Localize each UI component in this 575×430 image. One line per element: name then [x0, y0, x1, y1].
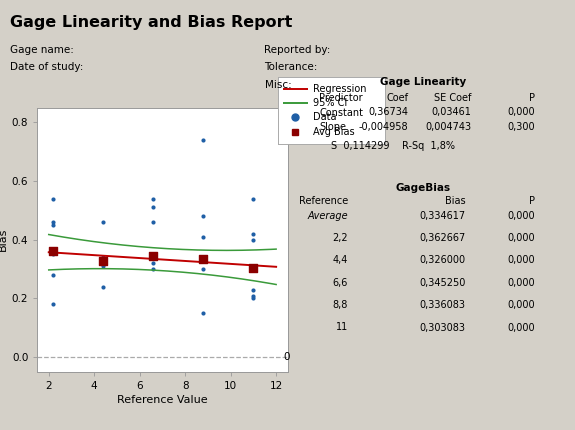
Point	[99, 257, 108, 264]
Point	[49, 221, 58, 228]
Point	[149, 204, 158, 211]
Text: 0,36734: 0,36734	[368, 108, 408, 117]
Text: 11: 11	[336, 322, 348, 332]
Text: Predictor: Predictor	[319, 93, 363, 103]
Text: 0,000: 0,000	[507, 211, 535, 221]
Point	[99, 283, 108, 290]
Point	[249, 286, 258, 293]
Text: Gage Linearity: Gage Linearity	[380, 77, 466, 87]
Text: Misc:: Misc:	[264, 80, 292, 89]
Point	[99, 258, 108, 265]
Text: Bias: Bias	[445, 196, 466, 206]
Text: Gage name:: Gage name:	[10, 45, 74, 55]
Text: Coef: Coef	[386, 93, 408, 103]
Text: 0,334617: 0,334617	[420, 211, 466, 221]
Text: Slope: Slope	[319, 122, 346, 132]
Point	[49, 251, 58, 258]
Text: 0,336083: 0,336083	[420, 300, 466, 310]
Point	[199, 310, 208, 316]
Text: P: P	[529, 196, 535, 206]
Point	[249, 292, 258, 299]
Text: 0,000: 0,000	[507, 233, 535, 243]
Text: 0,345250: 0,345250	[419, 278, 466, 288]
Point	[149, 260, 158, 267]
Point	[99, 260, 108, 267]
Point	[149, 218, 158, 225]
Text: Data: Data	[313, 112, 337, 123]
Point	[199, 233, 208, 240]
Text: 6,6: 6,6	[332, 278, 348, 288]
Text: -0,004958: -0,004958	[359, 122, 408, 132]
Text: SE Coef: SE Coef	[434, 93, 472, 103]
Point	[249, 237, 258, 243]
Point	[99, 254, 108, 261]
Text: 0,000: 0,000	[507, 322, 535, 332]
Text: 0,326000: 0,326000	[420, 255, 466, 265]
X-axis label: Reference Value: Reference Value	[117, 395, 208, 405]
Text: 0,303083: 0,303083	[420, 322, 466, 332]
Point	[49, 218, 58, 225]
Point	[199, 255, 208, 262]
Point	[249, 230, 258, 237]
Text: 0,000: 0,000	[507, 278, 535, 288]
Text: 0,03461: 0,03461	[432, 108, 471, 117]
Text: Reported by:: Reported by:	[264, 45, 331, 55]
Point	[149, 195, 158, 202]
Text: Avg Bias: Avg Bias	[313, 127, 355, 137]
Text: GageBias: GageBias	[395, 183, 450, 193]
Point	[49, 195, 58, 202]
Text: 0,300: 0,300	[507, 122, 535, 132]
Text: 0: 0	[283, 352, 290, 362]
Text: 4,4: 4,4	[332, 255, 348, 265]
Point	[149, 251, 158, 258]
Text: Reference: Reference	[298, 196, 348, 206]
Text: 2,2: 2,2	[332, 233, 348, 243]
Point	[199, 266, 208, 273]
Point	[249, 295, 258, 302]
Text: Average: Average	[307, 211, 348, 221]
Text: Gage Linearity and Bias Report: Gage Linearity and Bias Report	[10, 15, 293, 30]
Point	[49, 247, 58, 254]
Text: 0,000: 0,000	[507, 255, 535, 265]
Text: 0,004743: 0,004743	[426, 122, 472, 132]
Text: 0,000: 0,000	[507, 300, 535, 310]
Text: 95% CI: 95% CI	[313, 98, 348, 108]
Point	[49, 272, 58, 279]
Text: Regression: Regression	[313, 84, 367, 94]
Text: P: P	[529, 93, 535, 103]
Point	[149, 252, 158, 259]
Y-axis label: Bias: Bias	[0, 228, 7, 252]
Point	[49, 301, 58, 308]
Text: Tolerance:: Tolerance:	[264, 62, 318, 72]
Point	[199, 213, 208, 220]
Text: 0,000: 0,000	[507, 108, 535, 117]
Text: Constant: Constant	[319, 108, 363, 117]
Point	[99, 218, 108, 225]
Point	[149, 266, 158, 273]
Point	[249, 195, 258, 202]
Text: 0,362667: 0,362667	[420, 233, 466, 243]
Point	[99, 263, 108, 270]
Text: Date of study:: Date of study:	[10, 62, 84, 72]
Point	[199, 257, 208, 264]
Point	[249, 265, 258, 272]
Point	[199, 136, 208, 143]
Text: 8,8: 8,8	[332, 300, 348, 310]
Text: S  0,114299    R-Sq  1,8%: S 0,114299 R-Sq 1,8%	[331, 141, 455, 151]
